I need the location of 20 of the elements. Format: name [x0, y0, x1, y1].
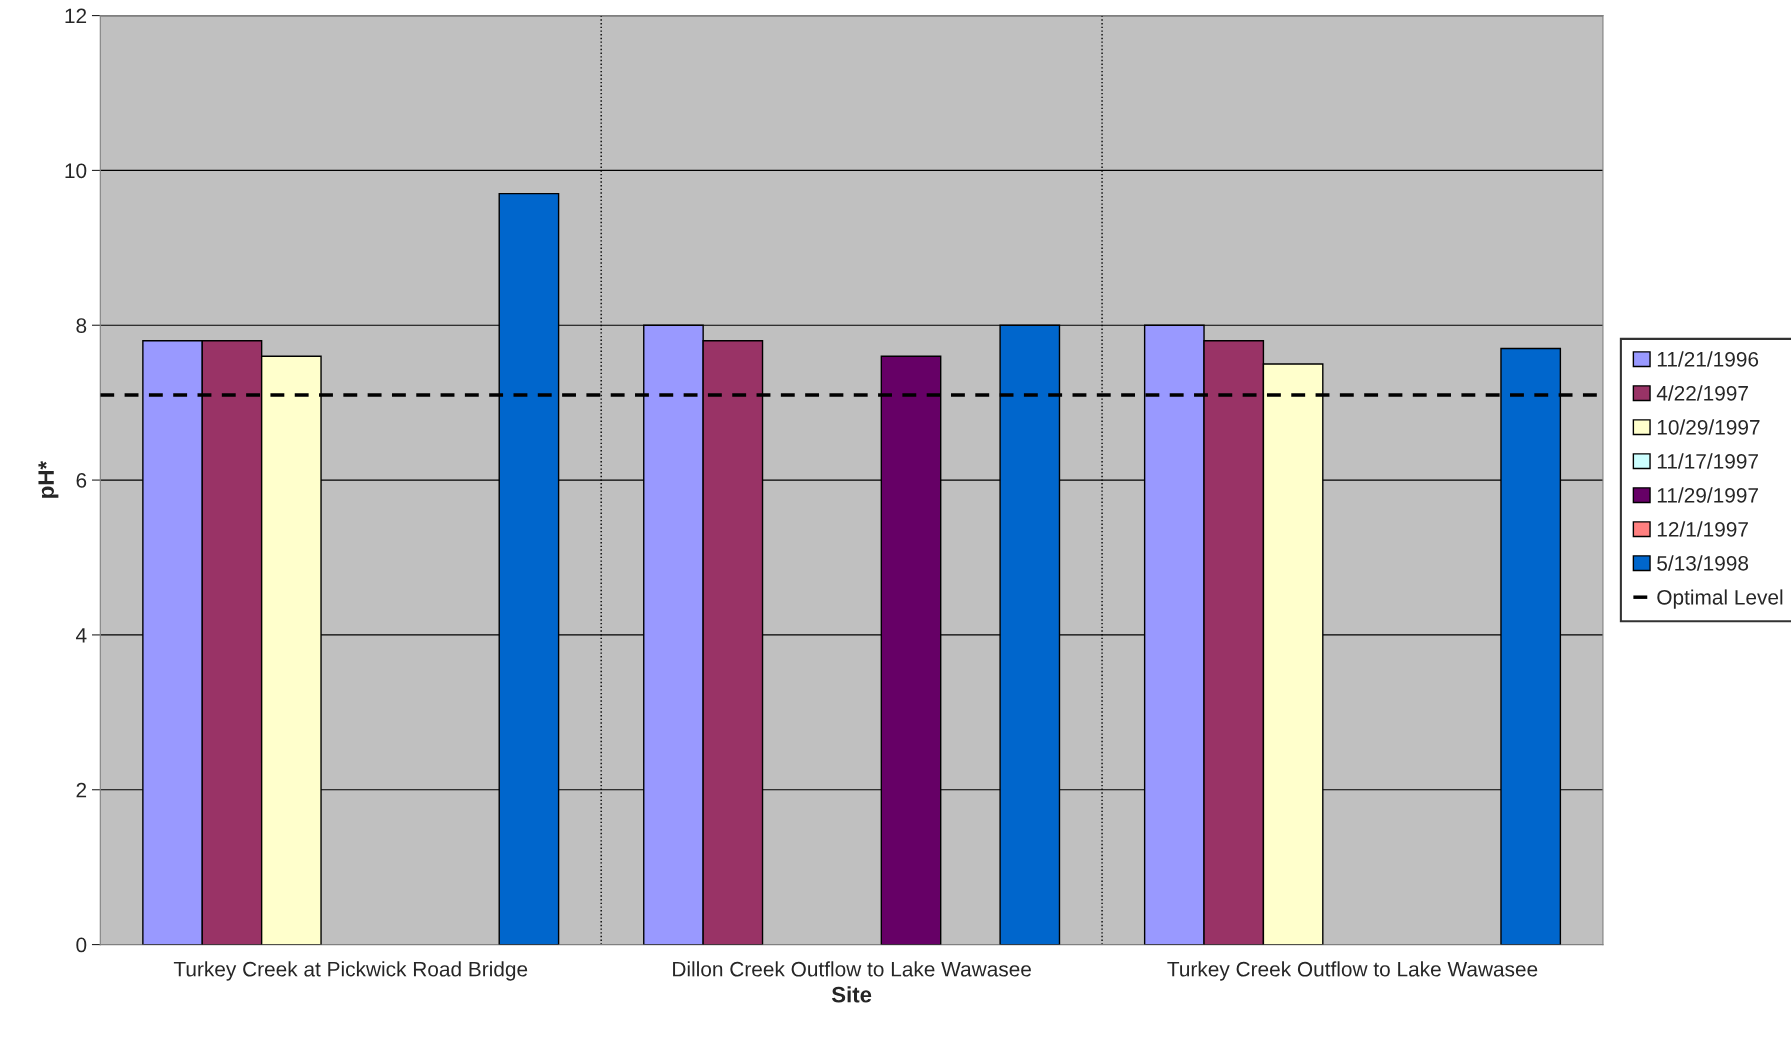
- y-tick-label: 4: [75, 628, 87, 643]
- y-tick-label: 12: [65, 8, 87, 24]
- legend-label: Optimal Level: [1657, 589, 1783, 609]
- legend-label: 11/29/1997: [1657, 487, 1758, 503]
- legend-label: 4/22/1997: [1656, 385, 1748, 401]
- x-tick-label: Dillon Creek Outflow to Lake Wawasee: [673, 961, 1031, 977]
- y-tick-label: 10: [65, 163, 87, 179]
- y-axis-title: pH*: [38, 460, 59, 498]
- x-tick-label: Turkey Creek at Pickwick Road Bridge: [173, 961, 528, 981]
- y-tick-label: 0: [76, 937, 87, 953]
- legend-label: 11/21/1996: [1657, 351, 1759, 367]
- y-tick-label: 8: [76, 318, 87, 333]
- legend-label: 5/13/1998: [1657, 555, 1749, 571]
- x-tick-label: Turkey Creek Outflow to Lake Wawasee: [1167, 961, 1538, 981]
- y-tick-label: 2: [76, 782, 87, 798]
- legend-label: 10/29/1997: [1657, 419, 1760, 435]
- y-tick-label: 6: [76, 473, 87, 488]
- legend-label: 11/17/1997: [1657, 453, 1758, 469]
- x-axis-title: Site: [831, 986, 872, 1003]
- legend-label: 12/1/1997: [1657, 521, 1748, 537]
